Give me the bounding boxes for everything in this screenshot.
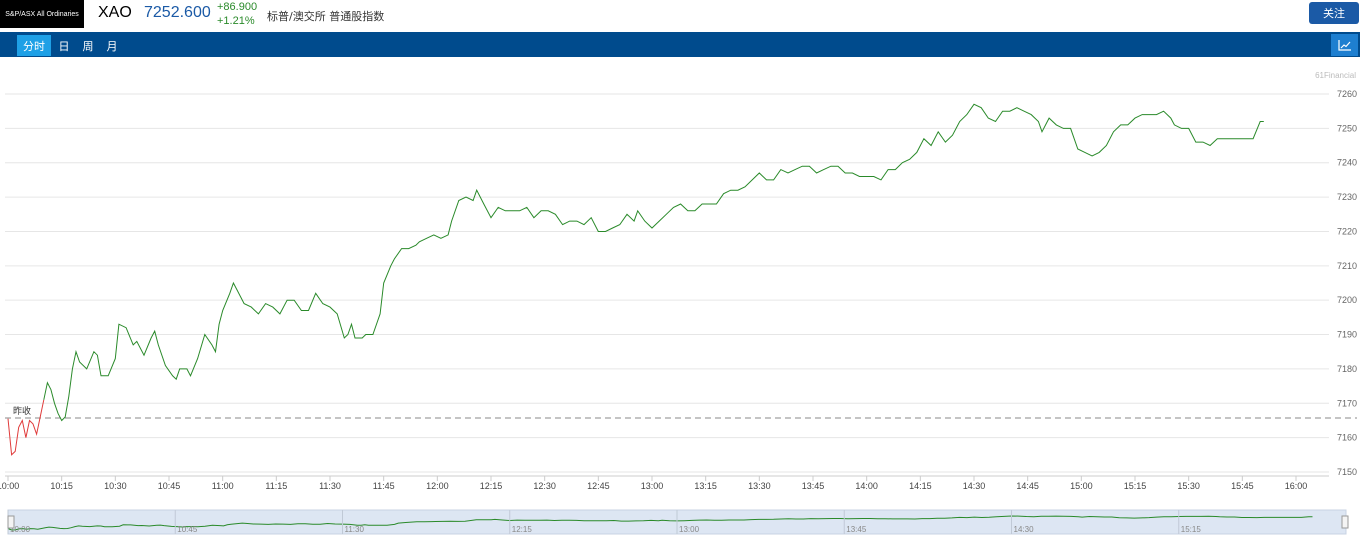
price-line-below <box>7 399 45 456</box>
x-tick-label: 11:15 <box>265 481 287 491</box>
navigator-tick-label: 13:45 <box>846 525 867 534</box>
x-tick-label: 13:30 <box>748 481 771 491</box>
x-tick-label: 14:00 <box>855 481 878 491</box>
y-tick-label: 7150 <box>1337 467 1357 477</box>
navigator-tick-label: 10:00 <box>10 525 31 534</box>
x-tick-label: 16:00 <box>1285 481 1308 491</box>
navigator-handle-left[interactable] <box>7 515 15 529</box>
grid-lines <box>5 93 1329 477</box>
y-tick-label: 7230 <box>1337 192 1357 202</box>
x-tick-label: 15:45 <box>1231 481 1254 491</box>
y-tick-label: 7190 <box>1337 330 1357 340</box>
symbol: XAO <box>98 4 132 21</box>
y-tick-label: 7200 <box>1337 295 1357 305</box>
follow-button[interactable]: 关注 <box>1309 2 1359 24</box>
tab-daily[interactable]: 日 <box>58 39 70 53</box>
x-tick-label: 11:00 <box>212 481 234 491</box>
x-tick-label: 12:30 <box>533 481 556 491</box>
x-tick-label: 11:30 <box>319 481 341 491</box>
y-tick-label: 7170 <box>1337 398 1357 408</box>
x-tick-label: 14:30 <box>963 481 986 491</box>
navigator-tick-label: 14:30 <box>1014 525 1035 534</box>
x-tick-label: 15:15 <box>1124 481 1147 491</box>
x-tick-label: 15:30 <box>1177 481 1200 491</box>
price-change: +86.900 <box>217 1 258 13</box>
y-tick-label: 7260 <box>1337 89 1357 99</box>
x-tick-label: 10:00 <box>0 481 19 491</box>
navigator-tick-label: 12:15 <box>512 525 533 534</box>
quote-header: S&P/ASX All Ordinaries XAO 7252.600 +86.… <box>0 0 1360 32</box>
y-tick-label: 7210 <box>1337 261 1357 271</box>
line-chart-icon-glyph <box>1337 40 1351 51</box>
x-tick-label: 10:45 <box>158 481 181 491</box>
y-tick-label: 7250 <box>1337 123 1357 133</box>
navigator-tick-label: 11:30 <box>345 525 365 534</box>
tab-weekly[interactable]: 周 <box>82 39 94 53</box>
x-tick-label: 12:00 <box>426 481 449 491</box>
navigator-series <box>7 515 1313 531</box>
tab-monthly[interactable]: 月 <box>106 39 118 53</box>
period-tab-bar: 分时 日 周 月 <box>0 32 1360 57</box>
line-chart-icon[interactable] <box>1331 34 1358 56</box>
y-tick-label: 7240 <box>1337 158 1357 168</box>
navigator-tick-label: 10:45 <box>177 525 198 534</box>
x-tick-label: 13:45 <box>802 481 825 491</box>
y-axis-ticks: 7150 7160 7170 7180 7190 7200 7210 7220 7230 7240… <box>1337 89 1357 477</box>
y-tick-label: 7180 <box>1337 364 1357 374</box>
price-change-percent: +1.21% <box>217 15 255 27</box>
index-logo-text: S&P/ASX All Ordinaries <box>5 10 79 18</box>
x-tick-label: 10:30 <box>104 481 127 491</box>
x-tick-label: 14:45 <box>1016 481 1039 491</box>
y-tick-label: 7220 <box>1337 226 1357 236</box>
x-tick-label: 12:45 <box>587 481 610 491</box>
x-tick-label: 13:00 <box>641 481 664 491</box>
x-tick-label: 12:15 <box>480 481 503 491</box>
x-tick-label: 15:00 <box>1070 481 1093 491</box>
x-axis-ticks: 10:00 10:15 10:30 10:45 11:00 11:15 11:30 11:45… <box>0 476 1307 491</box>
x-tick-label: 10:15 <box>50 481 73 491</box>
navigator-tick-label: 13:00 <box>679 525 700 534</box>
exchange-name: 标普/澳交所 普通股指数 <box>267 10 385 23</box>
index-logo: S&P/ASX All Ordinaries <box>0 0 84 28</box>
current-price: 7252.600 <box>144 4 211 21</box>
navigator-tick-label: 15:15 <box>1181 525 1202 534</box>
prev-close-label: 昨收 <box>13 405 31 417</box>
x-tick-label: 14:15 <box>909 481 932 491</box>
x-tick-label: 13:15 <box>694 481 717 491</box>
watermark: 61Financial <box>1315 71 1356 80</box>
navigator-handle-right[interactable] <box>1341 515 1349 529</box>
y-tick-label: 7160 <box>1337 433 1357 443</box>
x-tick-label: 11:45 <box>373 481 395 491</box>
price-line <box>43 103 1264 422</box>
intraday-chart[interactable]: 61Financial 7150 7160 7170 7180 7190 7200 7210… <box>0 57 1360 542</box>
range-navigator[interactable]: 10:00 10:45 11:30 12:15 13:00 13:45 14:30 15:15 <box>7 509 1349 535</box>
tab-intraday[interactable]: 分时 <box>17 35 51 56</box>
